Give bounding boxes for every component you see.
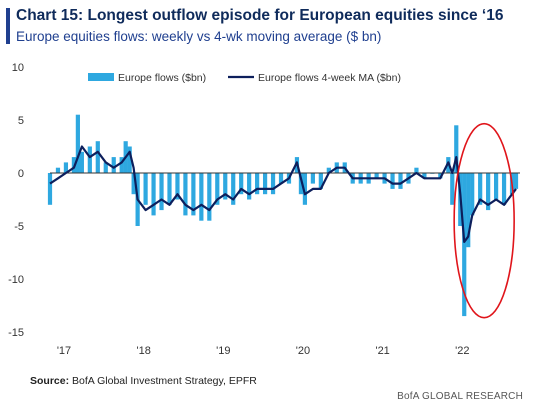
flow-bar	[462, 173, 467, 317]
flow-bar	[478, 173, 483, 205]
y-tick-label: 10	[12, 62, 24, 74]
flow-bar	[374, 173, 379, 179]
flows-chart: 10 5 0 -5 -10 -15 '17 '18 '19 '20 '21 '22 Europe f…	[8, 62, 520, 357]
flow-bar	[103, 162, 108, 173]
flow-bar	[239, 173, 244, 195]
source-text: BofA Global Investment Strategy, EPFR	[72, 375, 257, 387]
flow-bar	[486, 173, 491, 211]
flow-bar	[111, 157, 116, 173]
flow-bar	[191, 173, 196, 216]
flow-bar	[422, 173, 427, 179]
flow-bar	[223, 173, 228, 200]
flow-bar	[390, 173, 395, 189]
flow-bar	[270, 173, 276, 195]
flow-bar	[183, 173, 188, 216]
flow-bar	[63, 162, 69, 173]
flow-bar	[501, 173, 507, 205]
title-accent-bar	[6, 8, 10, 44]
flow-bar	[255, 173, 260, 195]
flow-bar	[302, 173, 308, 205]
y-tick-label: -5	[14, 221, 24, 233]
chart-subtitle: Europe equities flows: weekly vs 4-wk mo…	[16, 29, 382, 44]
legend-ma-label: Europe flows 4-week MA ($bn)	[258, 72, 401, 84]
y-tick-label: 0	[18, 168, 24, 180]
x-tick-label: '18	[136, 345, 150, 357]
x-tick-label: '17	[57, 345, 71, 357]
flow-bar	[159, 173, 164, 211]
flow-bar	[438, 173, 443, 179]
flows-bars	[47, 114, 519, 317]
source-label: Source:	[30, 375, 70, 387]
y-tick-label: 5	[18, 115, 24, 127]
x-tick-label: '19	[216, 345, 230, 357]
flow-bar	[55, 167, 61, 173]
flow-bar	[151, 173, 156, 216]
y-tick-label: -15	[8, 327, 24, 339]
flow-bar	[127, 146, 132, 173]
flow-bar	[450, 173, 455, 205]
flow-bar	[199, 173, 204, 221]
flow-bar	[398, 173, 403, 189]
flow-bar	[215, 173, 220, 205]
y-axis: 10 5 0 -5 -10 -15	[8, 62, 24, 339]
legend-bars-label: Europe flows ($bn)	[118, 72, 206, 84]
x-tick-label: '22	[455, 345, 469, 357]
flow-bar	[513, 173, 519, 189]
x-tick-label: '21	[375, 345, 389, 357]
x-tick-label: '20	[296, 345, 310, 357]
flow-bar	[298, 173, 304, 195]
credit-text: BofA GLOBAL RESEARCH	[397, 391, 523, 402]
flow-bar	[231, 173, 236, 205]
flow-bar	[494, 173, 499, 200]
flow-bar	[310, 173, 315, 184]
y-tick-label: -10	[8, 274, 24, 286]
chart-title: Chart 15: Longest outflow episode for Eu…	[16, 7, 504, 24]
flow-bar	[414, 167, 419, 173]
flow-bar	[175, 173, 180, 200]
flow-bar	[143, 173, 148, 205]
flow-bar	[278, 173, 284, 184]
source-note: Source: BofA Global Investment Strategy,…	[30, 375, 257, 387]
flow-bar	[326, 167, 331, 173]
flow-bar	[119, 157, 124, 173]
flow-bar	[95, 141, 100, 173]
legend: Europe flows ($bn) Europe flows 4-week M…	[88, 72, 401, 84]
flow-bar	[79, 151, 84, 173]
highlight-ellipse	[453, 122, 515, 319]
flow-bar	[87, 146, 92, 173]
flow-bar	[75, 114, 80, 173]
flow-bar	[207, 173, 212, 221]
flow-bar	[262, 173, 268, 195]
x-axis: '17 '18 '19 '20 '21 '22	[57, 345, 470, 357]
flow-bar	[466, 173, 471, 248]
flow-bar	[247, 173, 252, 200]
flow-bar	[167, 173, 172, 205]
legend-bar-swatch	[88, 73, 114, 81]
flow-bar	[47, 173, 53, 205]
flow-bar	[318, 173, 323, 189]
flow-bar	[454, 125, 459, 173]
flow-bar	[131, 173, 136, 195]
ma-line	[49, 145, 517, 243]
flow-bar	[470, 173, 475, 216]
